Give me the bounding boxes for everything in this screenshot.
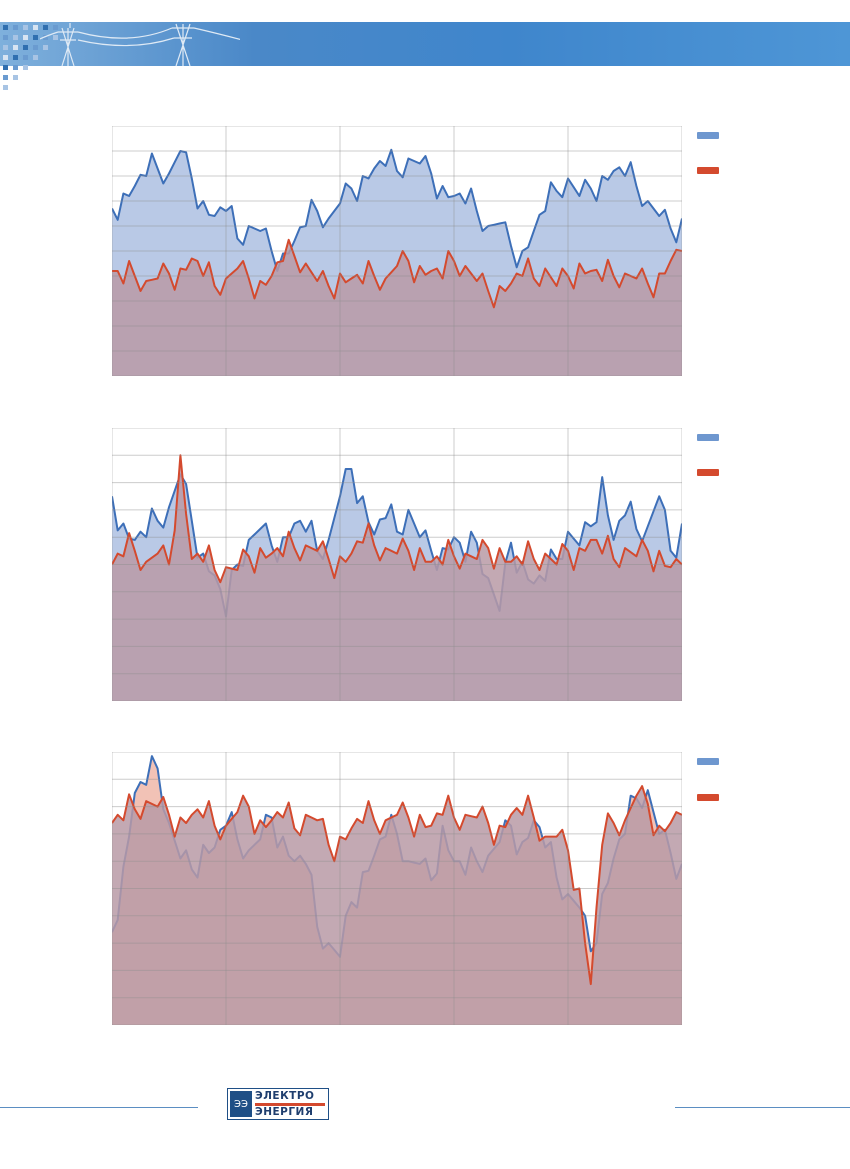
header-band <box>0 22 850 66</box>
publisher-logo: ЭЭ ЭЛЕКТРО ЭНЕРГИЯ <box>227 1088 329 1120</box>
dot <box>23 35 28 40</box>
logo-line-1: ЭЛЕКТРО <box>255 1090 315 1102</box>
chart-1-plot <box>112 126 682 376</box>
series-2-area <box>112 239 682 376</box>
series-2-area <box>112 455 682 701</box>
dot <box>3 85 8 90</box>
chart-1 <box>112 126 682 376</box>
dot <box>23 45 28 50</box>
dot <box>3 55 8 60</box>
dot <box>13 45 18 50</box>
dot <box>3 35 8 40</box>
chart-1-legend-swatch-2 <box>697 167 719 174</box>
power-grid-logo-icon: ЭЭ <box>230 1091 252 1117</box>
dot <box>13 35 18 40</box>
logo-strip <box>255 1102 325 1106</box>
dot <box>23 65 28 70</box>
chart-2-legend-swatch-1 <box>697 434 719 441</box>
chart-3-plot <box>112 752 682 1025</box>
dot <box>13 75 18 80</box>
dot <box>43 45 48 50</box>
dot <box>33 25 38 30</box>
chart-2 <box>112 428 682 701</box>
footer-line-right <box>675 1107 850 1108</box>
chart-2-plot <box>112 428 682 701</box>
chart-2-legend-swatch-2 <box>697 469 719 476</box>
series-2-line <box>112 238 682 309</box>
series-2-line <box>112 454 682 584</box>
chart-3-legend-swatch-1 <box>697 758 719 765</box>
dot <box>13 55 18 60</box>
chart-3-legend-swatch-2 <box>697 794 719 801</box>
dot <box>3 45 8 50</box>
dot <box>53 35 58 40</box>
dot <box>33 35 38 40</box>
dot <box>33 45 38 50</box>
series-1-line <box>112 148 682 272</box>
dot <box>53 25 58 30</box>
dot <box>3 25 8 30</box>
chart-1-legend-swatch-1 <box>697 132 719 139</box>
dot <box>3 75 8 80</box>
dot <box>23 55 28 60</box>
dot <box>3 65 8 70</box>
dot <box>33 55 38 60</box>
power-tower-icon <box>40 23 240 67</box>
dot <box>23 25 28 30</box>
dot-grid-icon <box>3 25 58 90</box>
footer-line-left <box>0 1107 198 1108</box>
dot <box>13 65 18 70</box>
dot <box>43 25 48 30</box>
series-2-area <box>112 786 682 1025</box>
dot <box>13 25 18 30</box>
logo-line-2: ЭНЕРГИЯ <box>255 1105 314 1118</box>
series-2-line <box>112 785 682 986</box>
chart-3 <box>112 752 682 1025</box>
dot <box>43 35 48 40</box>
